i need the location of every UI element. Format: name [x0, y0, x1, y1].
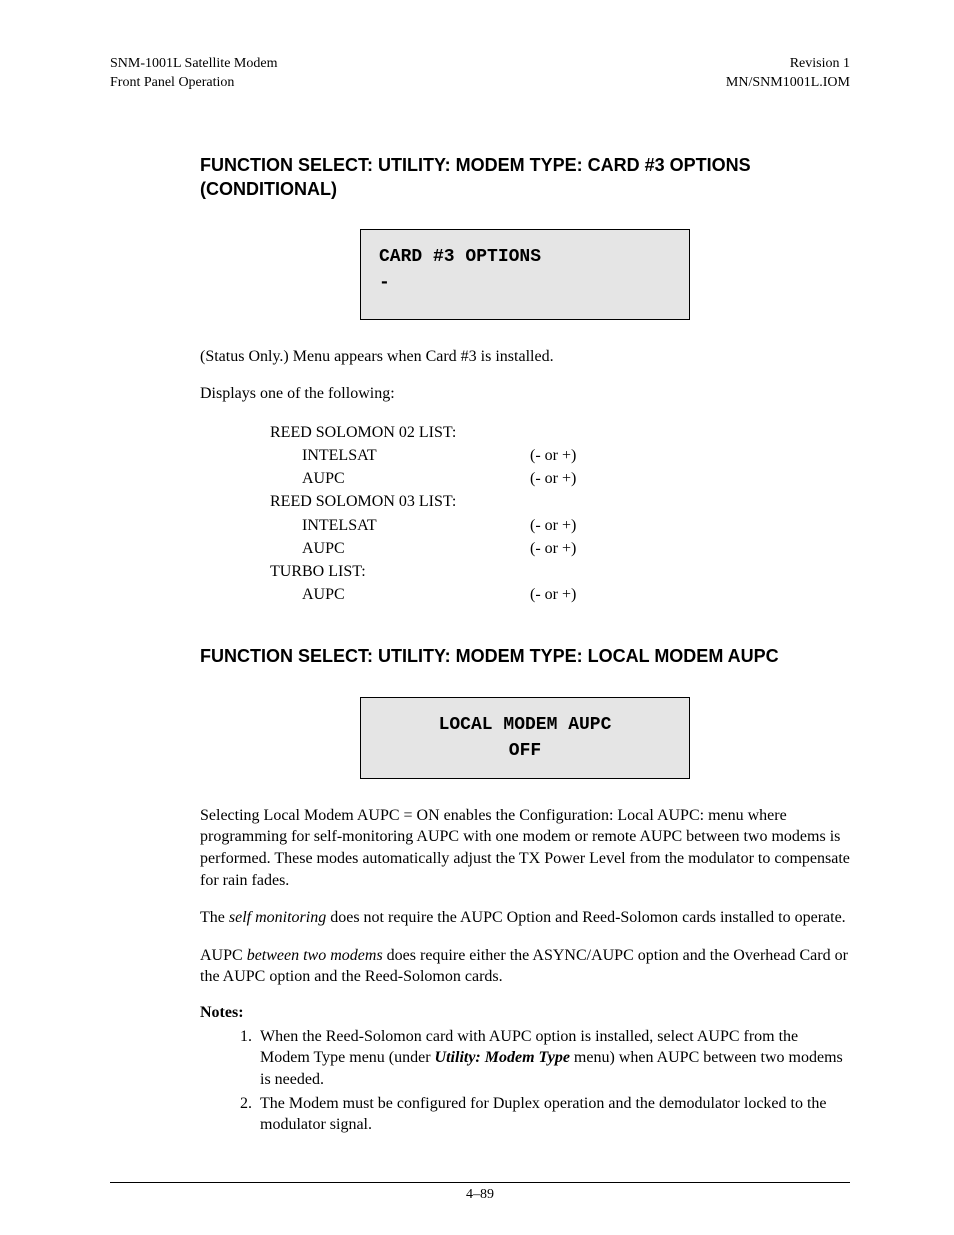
section-title-aupc: FUNCTION SELECT: UTILITY: MODEM TYPE: LO… — [200, 644, 850, 668]
option-row: REED SOLOMON 03 LIST: — [270, 490, 850, 513]
option-row: REED SOLOMON 02 LIST: — [270, 421, 850, 444]
option-label: REED SOLOMON 02 LIST: — [270, 421, 530, 444]
option-value — [530, 421, 610, 444]
self-monitoring-em: self monitoring — [229, 909, 326, 926]
option-label: AUPC — [270, 537, 530, 560]
notes-list: When the Reed-Solomon card with AUPC opt… — [256, 1026, 850, 1136]
option-label: TURBO LIST: — [270, 560, 530, 583]
self-monitoring-note: The self monitoring does not require the… — [200, 907, 850, 929]
option-value — [530, 560, 610, 583]
option-row: TURBO LIST: — [270, 560, 850, 583]
notes-heading: Notes: — [200, 1004, 850, 1022]
option-label: AUPC — [270, 583, 530, 606]
between-modems-note: AUPC between two modems does require eit… — [200, 945, 850, 988]
option-value: (- or +) — [530, 514, 610, 537]
note-item: When the Reed-Solomon card with AUPC opt… — [256, 1026, 850, 1091]
lcd-line1: CARD #3 OPTIONS — [379, 247, 541, 267]
option-value: (- or +) — [530, 444, 610, 467]
header-revision: Revision 1 — [726, 55, 850, 74]
page-footer: 4–89 — [110, 1182, 850, 1203]
option-label: INTELSAT — [270, 444, 530, 467]
status-note: (Status Only.) Menu appears when Card #3… — [200, 346, 850, 368]
header-product: SNM-1001L Satellite Modem — [110, 55, 277, 74]
lcd-display-card3: CARD #3 OPTIONS - — [360, 229, 690, 319]
option-row: AUPC(- or +) — [270, 583, 850, 606]
option-value — [530, 490, 610, 513]
options-list: REED SOLOMON 02 LIST:INTELSAT(- or +)AUP… — [270, 421, 850, 607]
menu-path-em: Utility: Modem Type — [435, 1049, 570, 1066]
option-row: INTELSAT(- or +) — [270, 444, 850, 467]
option-row: AUPC(- or +) — [270, 537, 850, 560]
lcd-line1: LOCAL MODEM AUPC — [439, 715, 612, 735]
note-item: The Modem must be configured for Duplex … — [256, 1093, 850, 1136]
option-value: (- or +) — [530, 583, 610, 606]
section-title-card3: FUNCTION SELECT: UTILITY: MODEM TYPE: CA… — [200, 153, 850, 202]
text: does not require the AUPC Option and Ree… — [326, 909, 845, 926]
between-modems-em: between two modems — [247, 947, 383, 964]
aupc-desc: Selecting Local Modem AUPC = ON enables … — [200, 805, 850, 891]
lcd-display-aupc: LOCAL MODEM AUPC OFF — [360, 697, 690, 779]
text: The — [200, 909, 229, 926]
text: AUPC — [200, 947, 247, 964]
page-header: SNM-1001L Satellite Modem Front Panel Op… — [110, 55, 850, 93]
option-label: REED SOLOMON 03 LIST: — [270, 490, 530, 513]
page-number: 4–89 — [466, 1187, 494, 1202]
header-section: Front Panel Operation — [110, 74, 277, 93]
header-docid: MN/SNM1001L.IOM — [726, 74, 850, 93]
option-value: (- or +) — [530, 537, 610, 560]
option-value: (- or +) — [530, 467, 610, 490]
lcd-line2: - — [379, 273, 390, 293]
option-row: INTELSAT(- or +) — [270, 514, 850, 537]
option-row: AUPC(- or +) — [270, 467, 850, 490]
option-label: INTELSAT — [270, 514, 530, 537]
option-label: AUPC — [270, 467, 530, 490]
displays-intro: Displays one of the following: — [200, 383, 850, 405]
lcd-line2: OFF — [509, 741, 541, 761]
